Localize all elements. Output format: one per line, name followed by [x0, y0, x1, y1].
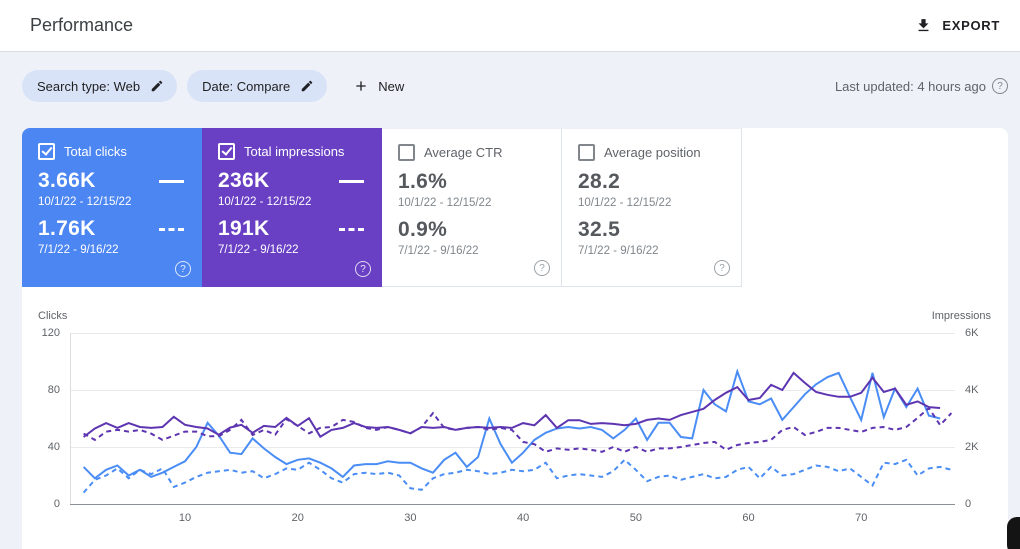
previous-value: 0.9%	[398, 218, 448, 241]
question-circle-icon[interactable]	[992, 78, 1008, 94]
tick-label: 60	[742, 512, 755, 524]
checkbox-unchecked-icon[interactable]	[578, 144, 595, 161]
header: Performance EXPORT	[0, 0, 1020, 52]
metric-card-average-ctr[interactable]: Average CTR 1.6% 10/1/22 - 12/15/22 0.9%…	[382, 128, 562, 287]
tick-label: 30	[404, 512, 417, 524]
tick-label: 80	[47, 384, 60, 396]
current-value: 236K	[218, 169, 270, 192]
tick-label: 20	[291, 512, 304, 524]
question-circle-icon[interactable]	[714, 260, 730, 276]
previous-value: 32.5	[578, 218, 621, 241]
new-filter-label: New	[378, 78, 405, 94]
series-line	[82, 458, 952, 494]
series-line	[82, 371, 941, 439]
tick-label: 120	[41, 327, 60, 339]
current-range: 10/1/22 - 12/15/22	[578, 197, 672, 209]
previous-range: 7/1/22 - 9/16/22	[578, 245, 659, 257]
corner-overlay-pill	[1007, 517, 1020, 549]
current-range: 10/1/22 - 12/15/22	[218, 196, 312, 208]
card-label: Average position	[604, 145, 701, 160]
tick-label: 40	[47, 441, 60, 453]
pencil-icon	[300, 79, 314, 93]
tick-label: 2K	[965, 441, 979, 453]
metric-cards: Total clicks 3.66K 10/1/22 - 12/15/22 1.…	[22, 128, 1008, 287]
card-header: Total clicks	[38, 143, 188, 160]
series-line	[82, 368, 941, 480]
tick-label: 0	[965, 498, 972, 510]
previous-range: 7/1/22 - 9/16/22	[218, 244, 299, 256]
right-axis-ticks: 6K 4K 2K 0	[963, 327, 1003, 510]
filter-bar: Search type: Web Date: Compare New Last …	[22, 69, 1008, 103]
card-label: Total clicks	[64, 144, 127, 159]
content-panel: Total clicks 3.66K 10/1/22 - 12/15/22 1.…	[22, 128, 1008, 549]
card-header: Total impressions	[218, 143, 368, 160]
export-label: EXPORT	[942, 18, 1000, 33]
last-updated: Last updated: 4 hours ago	[835, 78, 1008, 94]
card-header: Average position	[578, 144, 727, 161]
tick-label: 50	[629, 512, 642, 524]
search-type-chip[interactable]: Search type: Web	[22, 70, 178, 102]
question-circle-icon[interactable]	[355, 261, 371, 277]
x-axis-ticks: 10 20 30 40 50 60 70	[70, 512, 970, 528]
search-type-chip-label: Search type: Web	[37, 78, 141, 94]
export-button[interactable]: EXPORT	[909, 16, 1006, 35]
tick-label: 6K	[965, 327, 979, 339]
left-axis-ticks: 120 80 40 0	[22, 327, 62, 510]
question-circle-icon[interactable]	[534, 260, 550, 276]
tick-label: 4K	[965, 384, 979, 396]
new-filter-button[interactable]: New	[347, 77, 410, 95]
current-value: 3.66K	[38, 169, 96, 192]
current-value: 28.2	[578, 170, 621, 193]
pencil-icon	[150, 79, 164, 93]
page-title: Performance	[30, 15, 134, 35]
previous-range: 7/1/22 - 9/16/22	[38, 244, 119, 256]
previous-range: 7/1/22 - 9/16/22	[398, 245, 479, 257]
chart-plot	[70, 333, 955, 505]
dashed-line-indicator	[159, 227, 184, 231]
checkbox-unchecked-icon[interactable]	[398, 144, 415, 161]
download-icon	[915, 17, 932, 34]
card-header: Average CTR	[398, 144, 547, 161]
card-label: Total impressions	[244, 144, 345, 159]
left-axis-title: Clicks	[38, 310, 68, 322]
current-value: 1.6%	[398, 170, 448, 193]
tick-label: 0	[53, 498, 60, 510]
question-circle-icon[interactable]	[175, 261, 191, 277]
last-updated-text: Last updated: 4 hours ago	[834, 78, 986, 94]
dashed-line-indicator	[339, 227, 364, 231]
tick-label: 70	[855, 512, 868, 524]
date-chip-label: Date: Compare	[202, 78, 291, 94]
plus-icon	[353, 78, 369, 94]
metric-card-total-impressions[interactable]: Total impressions 236K 10/1/22 - 12/15/2…	[202, 128, 382, 287]
card-label: Average CTR	[424, 145, 503, 160]
tick-label: 10	[178, 512, 192, 524]
checkbox-checked-icon[interactable]	[38, 143, 55, 160]
metric-card-total-clicks[interactable]: Total clicks 3.66K 10/1/22 - 12/15/22 1.…	[22, 128, 202, 287]
previous-value: 191K	[218, 217, 270, 240]
right-axis-title: Impressions	[931, 310, 991, 322]
metric-card-average-position[interactable]: Average position 28.2 10/1/22 - 12/15/22…	[562, 128, 742, 287]
previous-value: 1.76K	[38, 217, 96, 240]
solid-line-indicator	[159, 179, 184, 183]
tick-label: 40	[517, 512, 530, 524]
current-range: 10/1/22 - 12/15/22	[398, 197, 492, 209]
series-line	[83, 406, 953, 453]
date-compare-chip[interactable]: Date: Compare	[187, 70, 328, 102]
solid-line-indicator	[339, 179, 364, 183]
current-range: 10/1/22 - 12/15/22	[38, 196, 132, 208]
checkbox-checked-icon[interactable]	[218, 143, 235, 160]
performance-chart[interactable]	[70, 333, 955, 505]
